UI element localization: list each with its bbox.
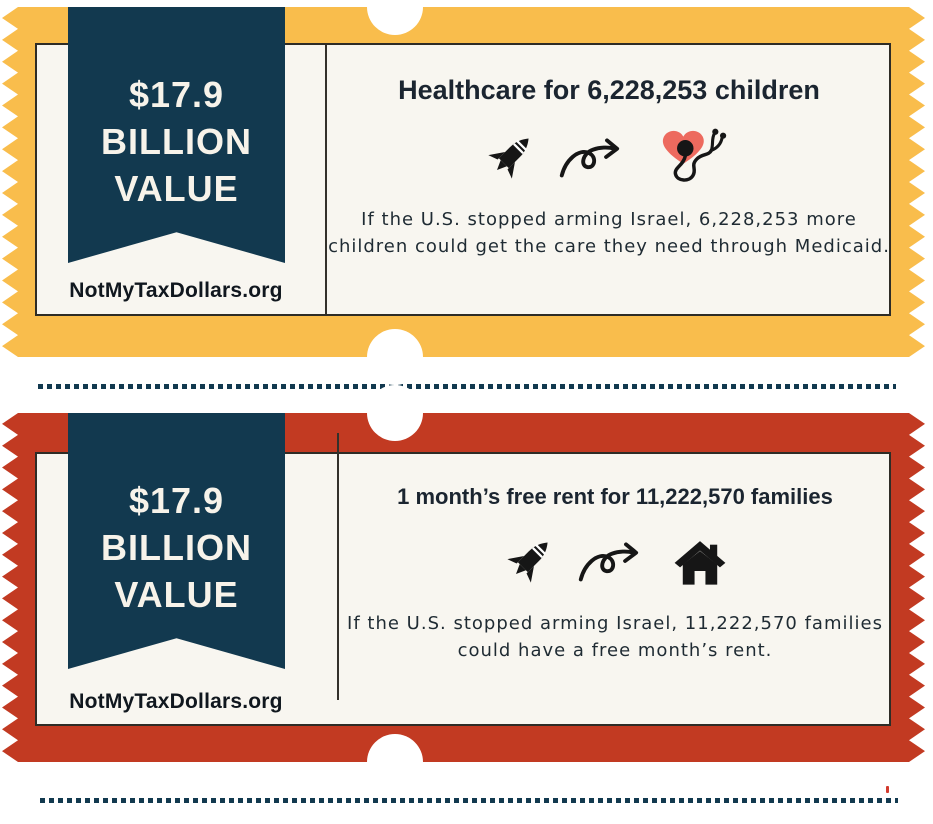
icon-row: [482, 122, 736, 192]
stub-divider-line: [337, 433, 339, 700]
value-ribbon: $17.9 BILLION VALUE: [68, 413, 285, 669]
ticket-body-text: If the U.S. stopped arming Israel, 11,22…: [347, 613, 883, 662]
zigzag-left-edge: [2, 7, 18, 357]
heart-stethoscope-icon: [662, 128, 727, 182]
ribbon-value-amount: $17.9: [128, 480, 225, 521]
value-ribbon: $17.9 BILLION VALUE: [68, 7, 285, 263]
website-url[interactable]: NotMyTaxDollars.org: [69, 690, 283, 713]
ribbon-value-word1: BILLION: [101, 121, 252, 162]
squiggle-arrow-icon: [559, 138, 620, 178]
ticket-rent: $17.9 BILLION VALUE NotMyTaxDollars.org …: [2, 385, 925, 790]
ribbon-value-amount: $17.9: [128, 74, 225, 115]
stray-red-mark: [886, 786, 889, 793]
house-icon: [674, 541, 726, 585]
stub-divider-line: [325, 45, 327, 314]
perforation-notch-bottom: [367, 329, 423, 385]
ticket-body-text: If the U.S. stopped arming Israel, 6,228…: [328, 209, 890, 258]
ribbon-value-word1: BILLION: [101, 527, 252, 568]
ticket-main-panel: Healthcare for 6,228,253 children: [327, 43, 891, 316]
ticket-healthcare: $17.9 BILLION VALUE NotMyTaxDollars.org …: [2, 0, 925, 385]
bottom-dotted-line: [40, 798, 898, 803]
perforation-notch-bottom: [367, 734, 423, 790]
icon-row: [501, 526, 729, 596]
perforation-dotted-line: [38, 384, 896, 389]
ribbon-value-word2: VALUE: [114, 574, 239, 615]
website-url[interactable]: NotMyTaxDollars.org: [69, 279, 283, 302]
ticket-heading: 1 month’s free rent for 11,222,570 famil…: [397, 484, 833, 509]
perforation-notch-top: [367, 385, 423, 441]
missile-icon: [507, 542, 548, 583]
squiggle-arrow-icon: [578, 542, 639, 582]
zigzag-right-edge: [909, 413, 925, 762]
zigzag-right-edge: [909, 7, 925, 357]
missile-icon: [488, 138, 529, 179]
zigzag-left-edge: [2, 413, 18, 762]
ticket-heading: Healthcare for 6,228,253 children: [398, 75, 820, 105]
ticket-main-panel: 1 month’s free rent for 11,222,570 famil…: [339, 452, 891, 726]
ribbon-value-word2: VALUE: [114, 168, 239, 209]
